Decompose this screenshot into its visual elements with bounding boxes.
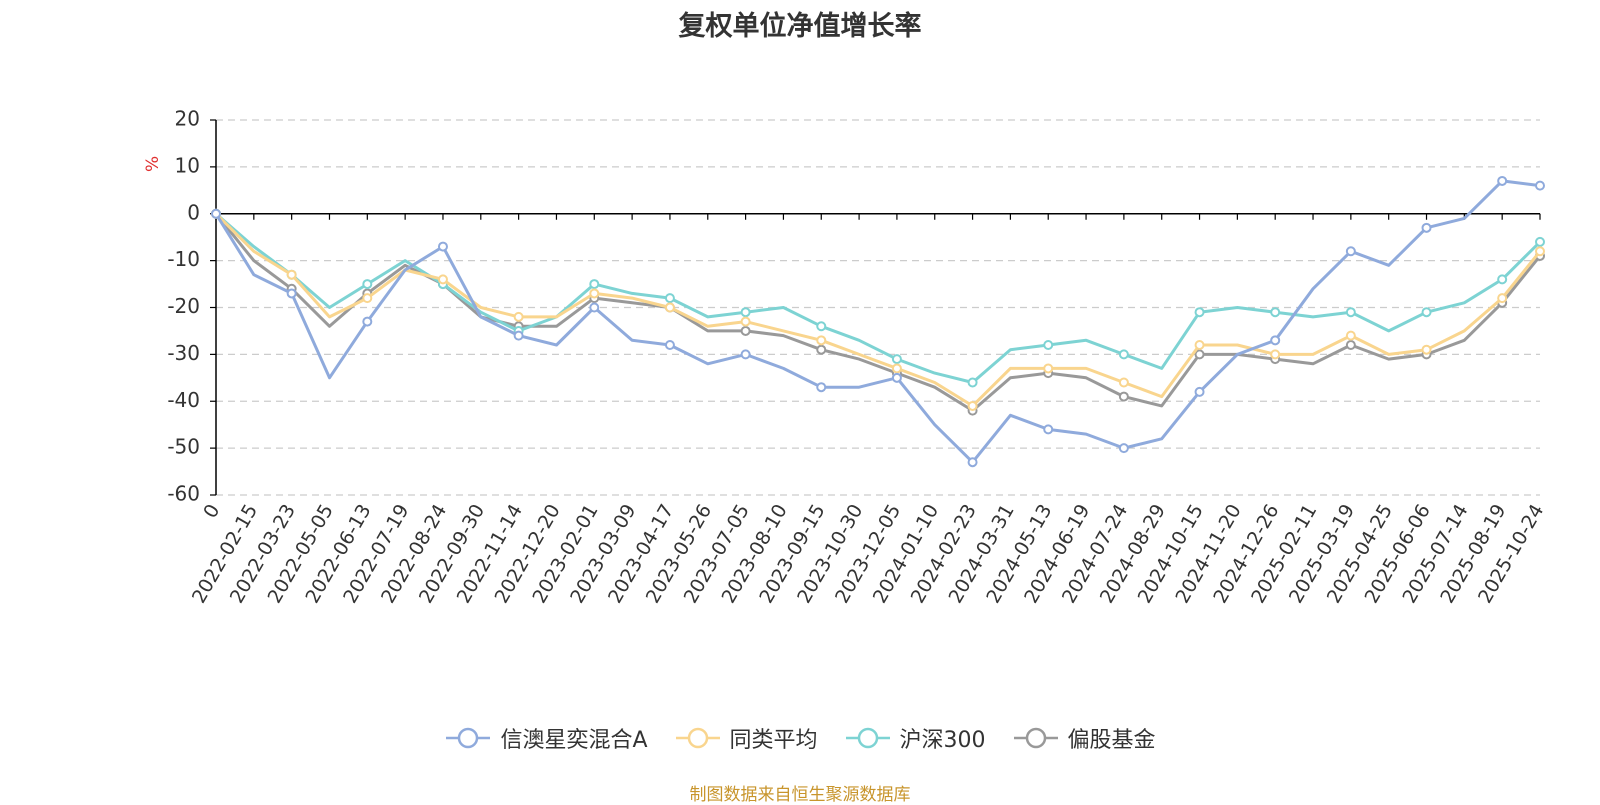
data-point [1535,246,1545,257]
legend-item-1[interactable]: 同类平均 [674,722,818,754]
data-point [1043,363,1054,374]
data-point [589,302,600,313]
data-point [1497,175,1508,186]
data-point [740,325,751,336]
data-point [1270,307,1281,318]
legend-label: 同类平均 [729,728,818,753]
data-point [1535,236,1545,247]
legend-label: 沪深300 [899,728,986,753]
data-point [513,311,524,322]
legend-label: 偏股基金 [1067,728,1156,753]
data-point [1345,246,1356,257]
data-point [1497,274,1508,285]
y-tick-label: -40 [167,388,200,412]
data-point [1043,340,1054,350]
data-point [1535,180,1545,191]
data-point [589,288,600,299]
legend-item-3[interactable]: 偏股基金 [1012,722,1156,754]
data-point [891,363,902,374]
data-point [1497,293,1508,304]
line-chart: 20100-10-20-30-40-50-60%02022-02-152022-… [143,107,1548,608]
data-point [967,377,978,388]
series-line-1 [214,212,1542,408]
data-point [1118,391,1129,402]
legend-line-circle-icon [446,727,491,749]
data-point [740,307,751,318]
data-point [967,457,978,468]
data-point [589,279,600,290]
legend-line-circle-icon [675,727,720,749]
legend-line-circle-icon [845,727,890,749]
data-point [816,321,827,332]
data-point [664,293,675,304]
data-point [1194,307,1205,318]
data-point [1421,222,1432,233]
data-point [362,279,373,290]
data-point [664,302,675,313]
y-tick-label: -60 [167,482,200,506]
data-point [286,288,297,299]
data-point [1194,340,1205,350]
legend: 信澳星奕混合A 同类平均 沪深300 偏股基金 [0,722,1600,754]
x-tick-label: 0 [199,501,224,522]
data-point [816,335,827,346]
data-point [1421,344,1432,355]
legend-item-0[interactable]: 信澳星奕混合A [444,722,648,754]
legend-item-2[interactable]: 沪深300 [844,722,986,754]
series-line-2 [214,212,1542,384]
data-point [1345,330,1356,341]
data-point [891,354,902,365]
data-point [437,241,448,252]
data-point [1345,340,1356,350]
grid-lines [216,119,1540,496]
data-point [362,293,373,304]
data-point [211,208,221,219]
data-point [891,372,902,383]
data-point [437,274,448,285]
data-point [286,269,297,280]
y-tick-label: 0 [187,200,200,224]
legend-label: 信澳星奕混合A [500,728,648,753]
source-note: 制图数据来自恒生聚源数据库 [689,785,911,805]
y-tick-label: 10 [175,153,200,177]
data-point [1270,349,1281,360]
y-axis-unit: % [143,156,163,172]
data-point [1118,377,1129,388]
data-point [1043,424,1054,435]
series-line-0 [214,179,1542,464]
data-point [740,316,751,327]
y-tick-label: 20 [175,107,200,131]
data-point [1118,443,1129,454]
data-point [664,340,675,350]
y-tick-label: -10 [167,247,200,271]
data-point [1345,307,1356,318]
series-lines [211,175,1545,468]
data-point [1194,349,1205,360]
legend-line-circle-icon [1013,727,1058,749]
data-point [1421,307,1432,318]
data-point [1194,386,1205,397]
data-point [513,330,524,341]
data-point [816,344,827,355]
data-point [967,400,978,411]
y-tick-label: -50 [167,435,200,459]
data-point [740,349,751,360]
data-point [816,382,827,393]
y-tick-label: -30 [167,341,200,365]
data-point [362,316,373,327]
data-point [1270,335,1281,346]
chart-title: 复权单位净值增长率 [678,11,922,42]
y-tick-label: -20 [167,294,200,318]
data-point [1118,349,1129,360]
